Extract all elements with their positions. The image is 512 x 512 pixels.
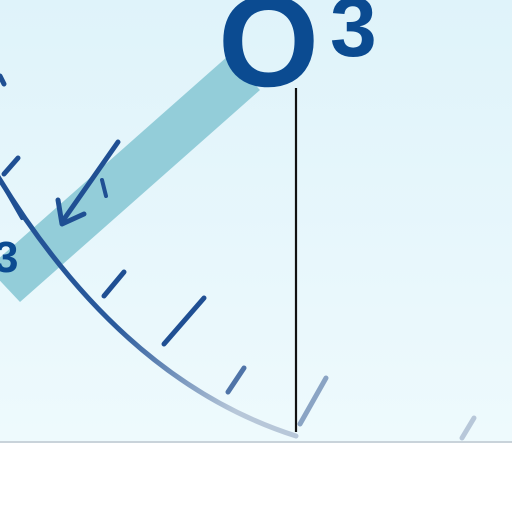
scale-arc <box>0 174 299 439</box>
beam-arrow-icon <box>55 139 121 227</box>
ozone-label: O 3 <box>218 0 377 114</box>
light-beam <box>0 56 260 302</box>
scale-tick <box>1 155 21 177</box>
scale-ticks <box>0 73 477 441</box>
scale-tick <box>4 188 24 220</box>
partial-scale-label: 3 <box>0 233 18 282</box>
scale-tick <box>459 415 477 441</box>
ground-area <box>0 442 512 512</box>
scale-tick <box>101 269 127 299</box>
scale-tick <box>161 295 207 347</box>
ozone-label-letter: O <box>218 0 319 114</box>
scale-tick <box>297 375 329 427</box>
ozone-label-subscript: 3 <box>330 0 377 74</box>
scale-tick <box>225 365 247 395</box>
scale-tick <box>0 73 7 87</box>
